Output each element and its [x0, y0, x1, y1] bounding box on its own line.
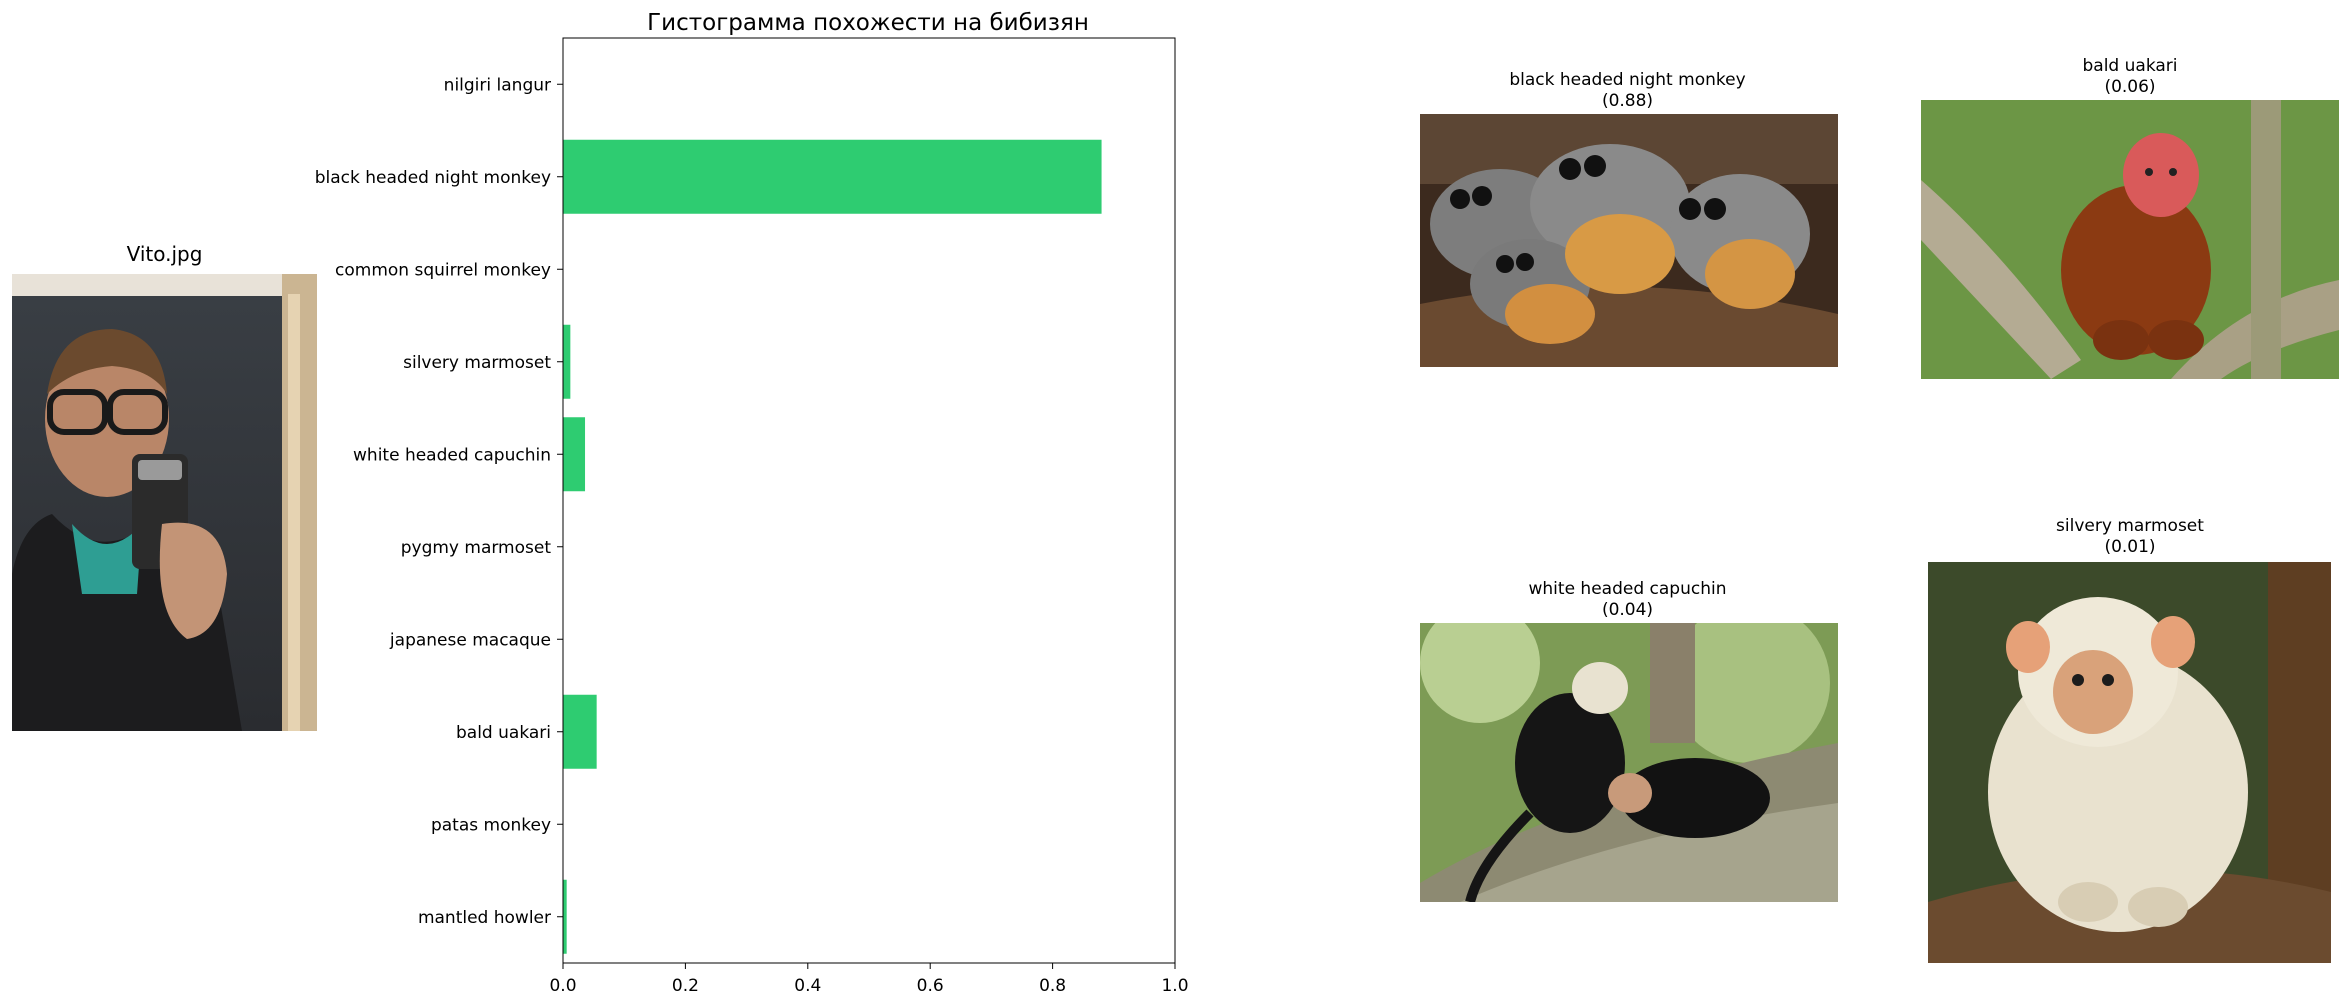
match-name: silvery marmoset — [2056, 516, 2204, 536]
match-image-bald-uakari — [1921, 100, 2339, 379]
match-caption-white-headed-capuchin: white headed capuchin (0.04) — [1380, 579, 1875, 621]
match-image-white-headed-capuchin — [1420, 623, 1838, 902]
x-tick-label: 0.6 — [917, 976, 944, 996]
y-tick-label: nilgiri langur — [444, 75, 551, 95]
person-selfie-image — [12, 274, 317, 731]
y-tick-label: white headed capuchin — [353, 445, 551, 465]
x-tick-label: 0.4 — [794, 976, 821, 996]
x-tick-label: 1.0 — [1161, 976, 1188, 996]
bar-black-headed-night-monkey — [563, 139, 1102, 214]
y-tick-label: pygmy marmoset — [401, 538, 552, 558]
y-tick-label: mantled howler — [418, 908, 551, 928]
bars-layer — [563, 139, 1102, 954]
source-photo-title: Vito.jpg — [126, 242, 203, 266]
y-tick-label: japanese macaque — [389, 630, 551, 650]
bar-bald-uakari — [563, 694, 597, 769]
match-image-silvery-marmoset — [1928, 562, 2331, 963]
match-image-black-headed-night-monkey — [1420, 114, 1838, 367]
match-score: (0.01) — [2104, 537, 2156, 557]
match-caption-silvery-marmoset: silvery marmoset (0.01) — [1880, 516, 2349, 558]
match-score: (0.88) — [1601, 91, 1654, 111]
bar-mantled-howler — [563, 879, 567, 954]
x-tick-label: 0.0 — [549, 976, 576, 996]
similarity-bar-chart: Гистограмма похожести на бибизян nilgiri… — [315, 10, 1189, 996]
y-tick-label: black headed night monkey — [315, 168, 551, 188]
y-tick-label: patas monkey — [431, 815, 551, 835]
match-score: (0.06) — [2104, 77, 2156, 97]
match-name: bald uakari — [2082, 56, 2178, 76]
y-tick-label: bald uakari — [456, 723, 551, 743]
x-tick-label: 0.8 — [1039, 976, 1066, 996]
chart-title: Гистограмма похожести на бибизян — [647, 10, 1089, 36]
match-score: (0.04) — [1601, 600, 1654, 620]
match-caption-bald-uakari: bald uakari (0.06) — [1880, 56, 2349, 98]
match-caption-black-headed-night-monkey: black headed night monkey (0.88) — [1380, 70, 1875, 112]
x-axis-ticks: 0.0 0.2 0.4 0.6 0.8 1.0 — [549, 963, 1189, 996]
y-tick-label: silvery marmoset — [403, 353, 551, 373]
y-tick-label: common squirrel monkey — [335, 260, 551, 280]
bar-white-headed-capuchin — [563, 417, 586, 492]
x-tick-label: 0.2 — [672, 976, 699, 996]
bar-silvery-marmoset — [563, 324, 571, 399]
source-photo — [12, 274, 317, 731]
y-axis-ticks: nilgiri langur black headed night monkey c… — [315, 75, 563, 928]
plot-frame — [562, 37, 1176, 964]
match-name: black headed night monkey — [1509, 70, 1746, 90]
match-name: white headed capuchin — [1528, 579, 1727, 599]
